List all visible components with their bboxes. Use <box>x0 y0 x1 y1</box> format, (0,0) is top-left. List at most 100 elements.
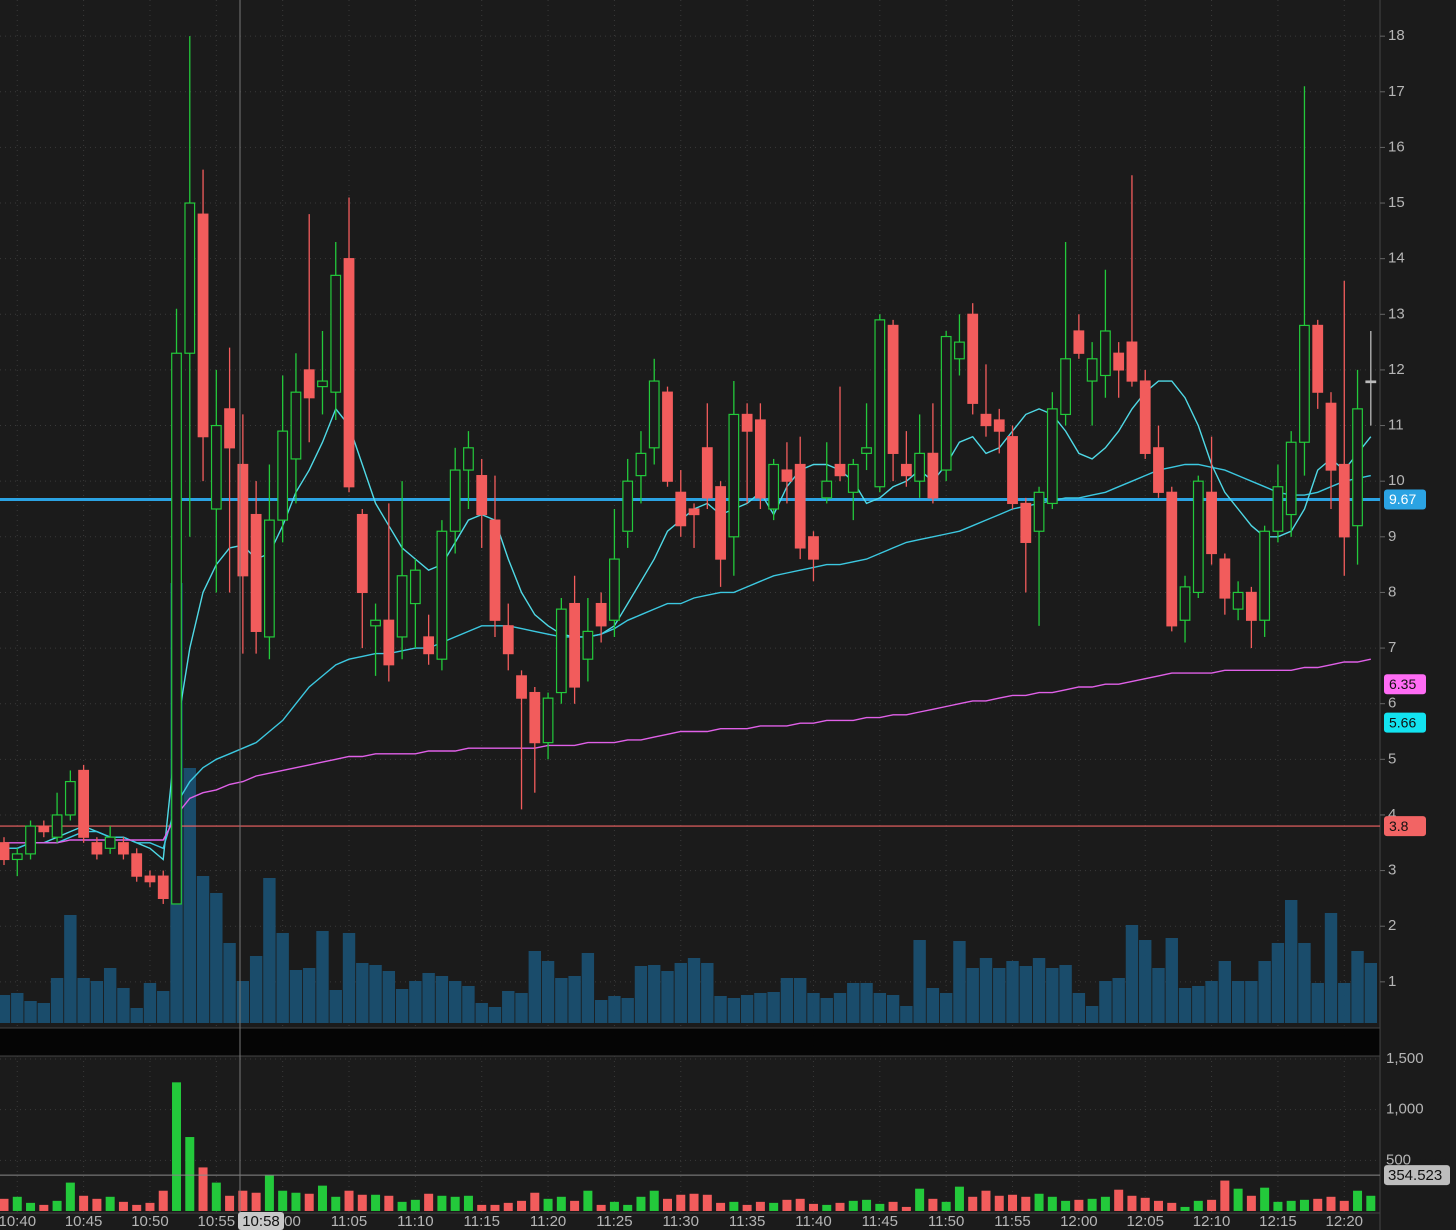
lower-bar <box>1167 1202 1177 1211</box>
candle-body <box>781 469 793 482</box>
lower-bar <box>1193 1200 1203 1211</box>
volume-bar <box>966 968 979 1023</box>
candle-body <box>1060 358 1072 416</box>
y-tick-label: 500 <box>1386 1151 1411 1168</box>
volume-bar <box>860 983 873 1023</box>
y-tick-label: 14 <box>1388 250 1405 267</box>
candle-body <box>1259 530 1271 621</box>
candle-body <box>542 697 554 744</box>
candle-body <box>728 413 740 538</box>
lower-bar <box>968 1196 978 1211</box>
volume-bar <box>581 953 595 1023</box>
volume-bar <box>541 961 555 1023</box>
lower-bar <box>1034 1193 1044 1211</box>
study-line <box>4 463 1371 850</box>
volume-bar <box>1059 965 1072 1023</box>
volume-bar <box>621 998 634 1023</box>
x-tick-label: 11:45 <box>862 1213 898 1230</box>
lower-bar <box>1100 1196 1110 1211</box>
volume-bar <box>993 968 1006 1023</box>
lower-bar <box>105 1196 115 1211</box>
volume-bar <box>1284 900 1298 1023</box>
lower-bar <box>132 1204 142 1211</box>
volume-bar <box>249 956 263 1023</box>
volume-bar <box>24 1001 37 1023</box>
lower-bar <box>12 1196 22 1211</box>
lower-bar <box>981 1190 991 1211</box>
lower-bar <box>1273 1201 1283 1211</box>
candle-body <box>940 335 952 471</box>
y-tick-label: 12 <box>1388 361 1405 378</box>
lower-bar <box>875 1203 885 1211</box>
lower-bar <box>65 1182 75 1211</box>
volume-bar <box>356 963 369 1023</box>
lower-bar <box>862 1199 872 1211</box>
volume-bar <box>648 965 661 1023</box>
candle-body <box>476 475 488 516</box>
y-tick-label: 11 <box>1388 417 1404 434</box>
lower-bar <box>1353 1190 1363 1211</box>
volume-bar <box>90 981 104 1023</box>
lower-bar <box>1087 1198 1097 1211</box>
lower-bar <box>1180 1206 1190 1211</box>
y-tick-label: 13 <box>1388 305 1405 322</box>
volume-bar <box>913 940 926 1023</box>
candle-body <box>768 463 780 510</box>
volume-bar <box>674 963 687 1023</box>
y-tick-label: 10 <box>1388 472 1405 489</box>
candle-body <box>171 352 182 905</box>
volume-bar <box>1258 961 1271 1023</box>
volume-bar <box>462 986 475 1023</box>
price-tag <box>1384 816 1426 837</box>
lower-bar <box>729 1201 739 1211</box>
candle-body <box>1206 491 1217 555</box>
volume-bar <box>409 981 422 1023</box>
volume-bar <box>210 893 223 1023</box>
volume-bar <box>939 993 953 1023</box>
candle-body <box>38 825 50 833</box>
lower-bar <box>676 1194 686 1211</box>
candle-body <box>1272 486 1284 532</box>
x-tick-label: 11:05 <box>331 1213 367 1230</box>
candle-body <box>741 413 753 432</box>
lower-bar <box>782 1199 792 1211</box>
lower-bar <box>928 1198 938 1211</box>
volume-bar <box>435 976 449 1023</box>
candle-body <box>330 274 342 393</box>
lower-bar <box>172 1082 182 1211</box>
candle-body <box>516 675 527 699</box>
candle-body <box>1100 330 1111 377</box>
candle-body <box>1312 324 1324 393</box>
lower-bar <box>1299 1199 1309 1211</box>
candle-body <box>449 469 461 532</box>
candle-body <box>91 842 103 855</box>
lower-bar <box>26 1202 36 1211</box>
volume-bar <box>475 1003 488 1023</box>
lower-bar <box>795 1198 805 1211</box>
volume-bar <box>1245 981 1258 1023</box>
x-tick-label: 11:20 <box>530 1213 566 1230</box>
lower-bar <box>596 1204 606 1211</box>
volume-bar <box>422 973 435 1023</box>
lower-bar <box>278 1190 288 1211</box>
candle-body <box>808 536 819 560</box>
volume-bar <box>1192 986 1205 1023</box>
lower-bar <box>609 1201 619 1211</box>
y-tick-label: 7 <box>1388 639 1396 656</box>
lower-bar <box>225 1195 235 1211</box>
lower-bar <box>410 1199 420 1211</box>
volume-bar <box>608 996 621 1023</box>
price-tag <box>1384 712 1426 733</box>
candle-body <box>1073 330 1085 354</box>
candle-body <box>144 875 156 883</box>
volume-bar <box>196 876 210 1023</box>
candle-body <box>264 519 275 638</box>
candle-body <box>980 413 992 427</box>
candle-body <box>874 319 886 488</box>
candle-body <box>1365 380 1377 384</box>
lower-bar <box>1021 1196 1031 1211</box>
candle-body <box>1113 352 1125 371</box>
lower-bar <box>1286 1200 1296 1211</box>
lower-bar <box>291 1192 301 1211</box>
study-line <box>4 658 1371 844</box>
